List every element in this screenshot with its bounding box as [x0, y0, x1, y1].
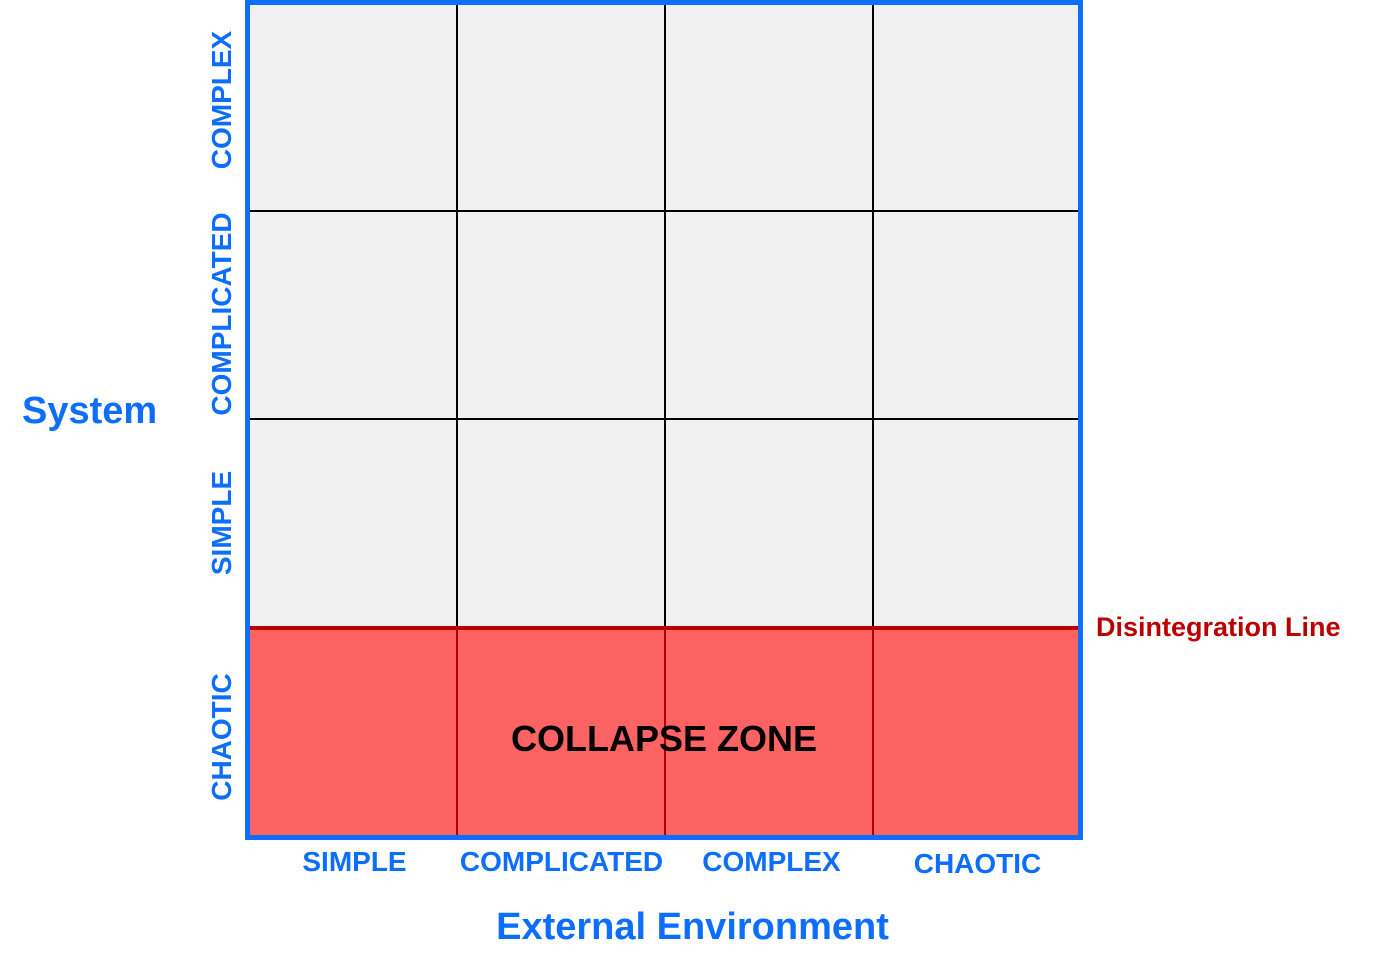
collapse-divider	[872, 628, 874, 835]
disintegration-line-label: Disintegration Line	[1096, 612, 1341, 642]
y-tick-complicated: COMPLICATED	[206, 212, 237, 416]
grid-line-horizontal	[250, 210, 1078, 212]
grid-line-vertical	[456, 5, 458, 628]
x-tick-chaotic: CHAOTIC	[913, 848, 1042, 879]
collapse-divider	[456, 628, 458, 835]
x-tick-simple: SIMPLE	[302, 846, 407, 877]
y-axis-title: System	[22, 390, 158, 432]
grid-line-vertical	[664, 5, 666, 628]
x-tick-complicated: COMPLICATED	[459, 846, 664, 877]
y-tick-complex: COMPLEX	[206, 30, 237, 170]
collapse-divider	[664, 628, 666, 835]
grid-line-vertical	[872, 5, 874, 628]
matrix-grid: COLLAPSE ZONE	[245, 0, 1083, 840]
grid-line-horizontal	[250, 418, 1078, 420]
collapse-zone	[250, 628, 1078, 835]
disintegration-line	[250, 626, 1078, 630]
x-tick-complex: COMPLEX	[702, 846, 841, 877]
y-tick-simple: SIMPLE	[206, 470, 237, 576]
y-tick-chaotic: CHAOTIC	[206, 673, 237, 801]
collapse-zone-label: COLLAPSE ZONE	[510, 718, 818, 759]
x-axis-title: External Environment	[496, 906, 889, 948]
